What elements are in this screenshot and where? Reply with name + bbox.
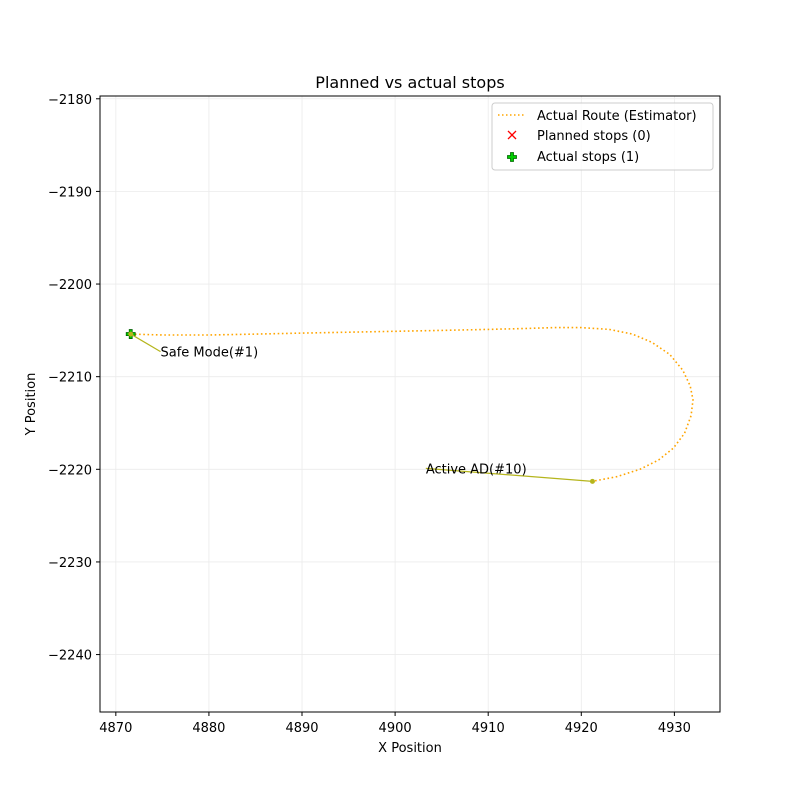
annotation-point: [128, 331, 134, 337]
x-tick-label: 4880: [192, 721, 225, 736]
legend-label-route: Actual Route (Estimator): [537, 109, 697, 124]
y-axis: −2180 −2190 −2200 −2210 −2220 −2230 −2240: [48, 93, 100, 664]
y-tick-label: −2200: [48, 278, 92, 293]
x-tick-label: 4890: [285, 721, 318, 736]
x-tick-label: 4930: [658, 721, 691, 736]
annotation-arrow: [425, 467, 593, 482]
y-axis-label: Y Position: [24, 373, 39, 437]
legend-plus-marker-icon: [507, 152, 517, 162]
y-tick-label: −2210: [48, 371, 92, 386]
x-tick-label: 4900: [379, 721, 412, 736]
x-axis: 4870 4880 4890 4900 4910 4920 4930: [99, 712, 691, 736]
legend: Actual Route (Estimator) Planned stops (…: [491, 102, 714, 171]
legend-x-marker-icon: [507, 130, 517, 140]
annotation-label: Safe Mode(#1): [161, 346, 259, 361]
annotation-arrow: [130, 333, 161, 353]
y-tick-label: −2230: [48, 556, 92, 571]
plot-frame: [99, 95, 721, 713]
annotation-label: Active AD(#10): [426, 462, 527, 477]
grid: [100, 96, 720, 712]
x-tick-label: 4870: [99, 721, 132, 736]
y-tick-label: −2190: [48, 185, 92, 200]
legend-label-actual: Actual stops (1): [537, 150, 639, 165]
annotation-layer: Safe Mode(#1) Active AD(#10): [128, 331, 595, 484]
route-line: [130, 326, 694, 483]
y-tick-label: −2240: [48, 649, 92, 664]
x-tick-label: 4920: [565, 721, 598, 736]
chart-title: Planned vs actual stops: [315, 73, 504, 92]
y-tick-label: −2180: [48, 93, 92, 108]
legend-box: [491, 102, 714, 171]
annotation-point: [589, 478, 595, 484]
y-tick-label: −2220: [48, 463, 92, 478]
legend-label-planned: Planned stops (0): [537, 129, 651, 144]
x-tick-label: 4910: [472, 721, 505, 736]
x-axis-label: X Position: [378, 741, 442, 756]
